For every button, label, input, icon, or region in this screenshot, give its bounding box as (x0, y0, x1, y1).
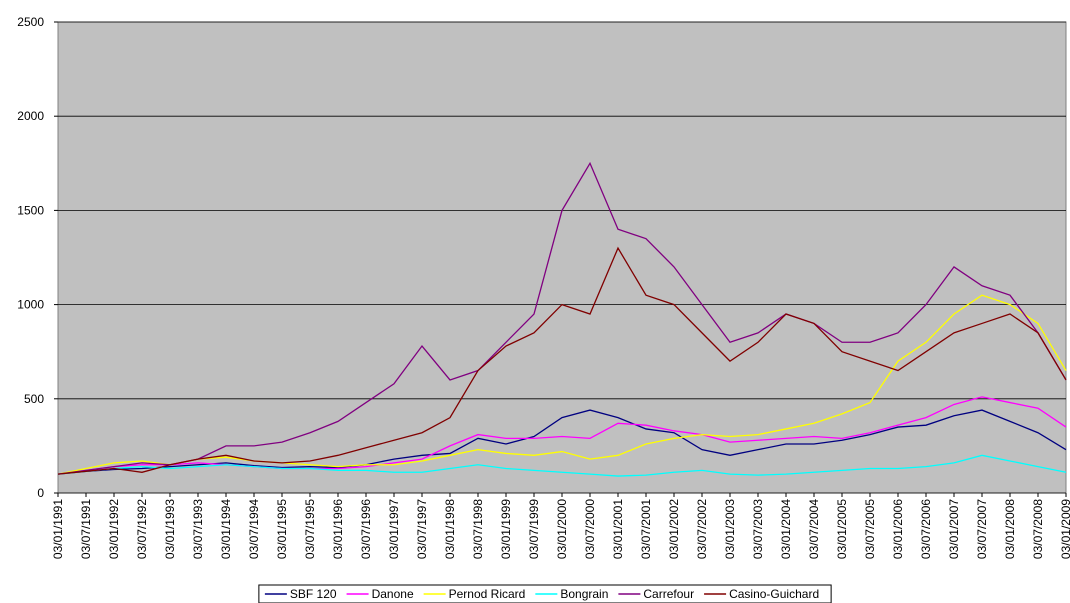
x-tick-label: 03/01/2003 (723, 499, 737, 559)
x-tick-label: 03/01/1992 (107, 499, 121, 559)
x-tick-label: 03/07/2004 (807, 499, 821, 559)
x-tick-label: 03/01/1995 (275, 499, 289, 559)
x-tick-label: 03/01/2004 (779, 499, 793, 559)
x-tick-label: 03/07/2001 (639, 499, 653, 559)
x-tick-label: 03/01/2007 (947, 499, 961, 559)
plot-area (57, 21, 1067, 494)
x-tick-label: 03/07/2006 (919, 499, 933, 559)
x-tick-label: 03/01/1999 (499, 499, 513, 559)
x-tick-label: 03/07/2003 (751, 499, 765, 559)
x-tick-label: 03/07/1999 (527, 499, 541, 559)
x-tick-label: 03/07/1993 (191, 499, 205, 559)
x-tick-label: 03/07/1996 (359, 499, 373, 559)
legend: SBF 120 Danone Pernod Ricard Bongrain Carref… (258, 584, 832, 603)
x-tick-label: 03/01/1994 (219, 499, 233, 559)
y-tick-label: 2000 (17, 109, 44, 123)
x-tick-label: 03/07/1994 (247, 499, 261, 559)
x-tick-label: 03/01/1993 (163, 499, 177, 559)
x-tick-label: 03/01/2009 (1059, 499, 1070, 559)
x-tick-label: 03/07/2007 (975, 499, 989, 559)
x-tick-label: 03/01/2001 (611, 499, 625, 559)
y-tick-label: 1500 (17, 203, 44, 217)
x-tick-label: 03/01/2002 (667, 499, 681, 559)
x-tick-label: 03/07/2002 (695, 499, 709, 559)
y-tick-label: 1000 (17, 298, 44, 312)
legend-label: Pernod Ricard (449, 587, 526, 601)
legend-label: Bongrain (560, 587, 608, 601)
series-line (57, 294, 1067, 475)
series-line (57, 409, 1067, 475)
x-tick-label: 03/01/1997 (387, 499, 401, 559)
x-tick-label: 03/07/1998 (471, 499, 485, 559)
y-tick-label: 500 (24, 392, 44, 406)
series-line (57, 454, 1067, 477)
legend-label: SBF 120 (290, 587, 337, 601)
legend-label: Carrefour (643, 587, 694, 601)
y-tick-label: 2500 (17, 15, 44, 29)
x-tick-label: 03/01/2005 (835, 499, 849, 559)
y-tick-label: 0 (37, 486, 44, 500)
x-tick-label: 03/07/1992 (135, 499, 149, 559)
x-tick-label: 03/07/2000 (583, 499, 597, 559)
series-line (57, 161, 1067, 475)
x-tick-label: 03/01/1996 (331, 499, 345, 559)
legend-label: Danone (372, 587, 414, 601)
x-tick-label: 03/07/1995 (303, 499, 317, 559)
x-tick-label: 03/07/2008 (1031, 499, 1045, 559)
x-tick-label: 03/01/1991 (51, 499, 65, 559)
x-tick-label: 03/07/1997 (415, 499, 429, 559)
legend-label: Casino-Guichard (729, 587, 819, 601)
x-tick-label: 03/07/1991 (79, 499, 93, 559)
series-line (57, 246, 1067, 475)
x-tick-label: 03/01/2006 (891, 499, 905, 559)
x-tick-label: 03/01/2008 (1003, 499, 1017, 559)
x-tick-label: 03/01/2000 (555, 499, 569, 559)
x-tick-label: 03/01/1998 (443, 499, 457, 559)
x-tick-label: 03/07/2005 (863, 499, 877, 559)
